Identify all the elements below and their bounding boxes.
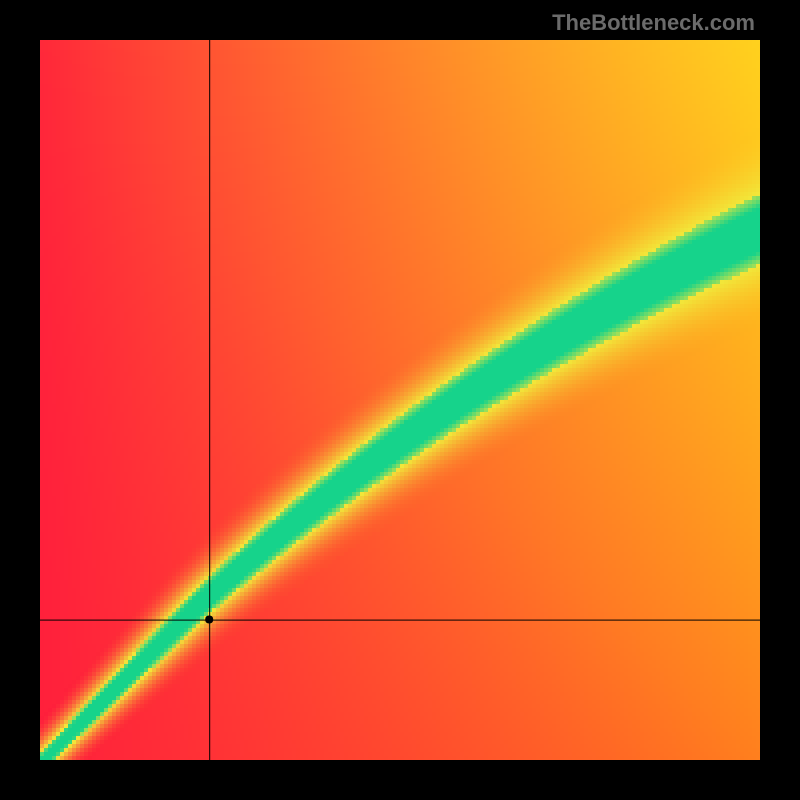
watermark-text: TheBottleneck.com [552,10,755,36]
bottleneck-heatmap [0,0,800,800]
